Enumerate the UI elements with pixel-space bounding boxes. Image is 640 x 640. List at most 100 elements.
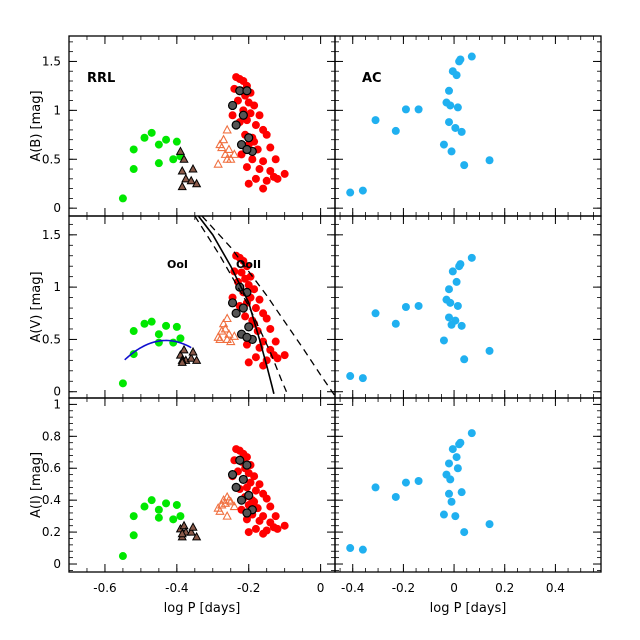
ac-point — [445, 86, 453, 95]
rrab-point — [269, 172, 278, 181]
ac-point — [457, 321, 466, 330]
rrc-point — [154, 513, 163, 522]
ac-point — [452, 71, 461, 80]
rrd-point — [224, 329, 234, 338]
ooii-curve — [201, 216, 335, 397]
ac-point — [447, 497, 456, 506]
panel-label-rrl: RRL — [87, 71, 115, 86]
rrc_black-point — [186, 175, 196, 185]
rrc-point — [172, 322, 181, 331]
ac-point — [439, 336, 448, 345]
rrc-point — [162, 321, 171, 330]
y-axis-title-v: A(V) [mag] — [29, 271, 44, 342]
ac-point — [371, 309, 380, 318]
rrab_gray-point — [242, 460, 252, 470]
rrab_gray-point — [242, 86, 252, 96]
ac-point — [446, 101, 455, 110]
rrab-point — [251, 121, 260, 130]
panel-frame — [334, 215, 602, 399]
rrd-point — [229, 501, 240, 511]
panel-ac-i — [346, 429, 494, 554]
rrd-point — [215, 334, 225, 343]
rrc-point — [154, 338, 163, 347]
panel-frame — [68, 397, 336, 573]
rrab_gray-point — [238, 110, 248, 120]
y-tick-label: 0 — [53, 201, 61, 215]
rrc_black-point — [179, 154, 189, 163]
rrab-point — [280, 351, 289, 360]
ac-point — [448, 267, 457, 276]
rrc-point — [140, 133, 149, 142]
rrab-point — [266, 502, 275, 511]
ac-point — [358, 374, 367, 383]
ac-point — [391, 319, 400, 328]
y-tick-label: 0.6 — [42, 461, 61, 475]
rrd-point — [213, 332, 223, 341]
panel-ac-b — [346, 52, 494, 197]
rrc_black-point — [179, 344, 189, 354]
rrab-point — [242, 515, 251, 524]
rrd-point — [217, 499, 227, 509]
rrab_gray-point — [227, 298, 238, 308]
rrc-point — [154, 159, 163, 168]
rrab_gray-point — [242, 508, 252, 518]
rrc-point — [154, 330, 163, 339]
rrd-point — [222, 313, 232, 323]
rrc-point — [118, 194, 127, 203]
rrd-point — [218, 318, 229, 328]
y-tick-label: 0.5 — [42, 332, 61, 346]
ac-point — [414, 477, 423, 486]
panel-rrl-v — [118, 216, 335, 397]
rrab-point — [250, 497, 259, 506]
rrab-point — [280, 521, 289, 530]
rrab-point — [251, 524, 260, 533]
rrab-point — [271, 337, 280, 346]
rrc-point — [169, 515, 178, 524]
ac-point — [445, 118, 453, 127]
ooi-curve — [194, 216, 288, 392]
rrc-point — [129, 145, 138, 154]
rrab-point — [271, 155, 280, 164]
ac-point — [391, 492, 400, 501]
rrc-point — [129, 350, 138, 359]
rrd-point — [222, 154, 232, 163]
rrc-point — [172, 137, 181, 146]
rrab_gray-point — [227, 100, 238, 111]
rrd-point — [222, 334, 232, 343]
rrab-point — [262, 176, 271, 185]
y-tick-label: 1 — [53, 280, 61, 294]
rrab_gray-point — [244, 133, 254, 143]
panel-frame — [68, 215, 336, 399]
rrd-point — [222, 510, 232, 520]
rrc-point — [147, 496, 156, 505]
ac-point — [446, 475, 455, 484]
rrd-point — [217, 325, 227, 335]
rrc-point — [129, 512, 138, 521]
ac-point — [453, 103, 462, 112]
rrc-point — [140, 502, 149, 511]
rrab_gray-point — [244, 322, 254, 332]
mean_relation-curve — [197, 216, 275, 395]
panel-frame — [68, 35, 336, 217]
ac-point — [371, 116, 380, 125]
ac-point — [446, 298, 455, 307]
rrab-point — [262, 314, 271, 323]
rrab_gray-point — [244, 490, 254, 500]
x-axis-title: log P [days] — [430, 601, 507, 616]
rrc-point — [147, 128, 156, 137]
rrab-point — [244, 358, 253, 367]
rrab-point — [251, 174, 260, 183]
rrc_black-point — [191, 355, 202, 364]
y-tick-label: 1 — [53, 103, 61, 117]
ac-point — [448, 445, 457, 454]
rrab-point — [244, 528, 253, 537]
x-axis-title: log P [days] — [164, 601, 241, 616]
ac-point — [460, 161, 469, 170]
rrc-point — [147, 317, 156, 326]
ac-point — [456, 438, 465, 447]
rrab-point — [259, 529, 268, 538]
rrc_black-point — [179, 520, 189, 530]
rrd-point — [226, 496, 236, 506]
y-tick-label: 1.5 — [42, 54, 61, 68]
